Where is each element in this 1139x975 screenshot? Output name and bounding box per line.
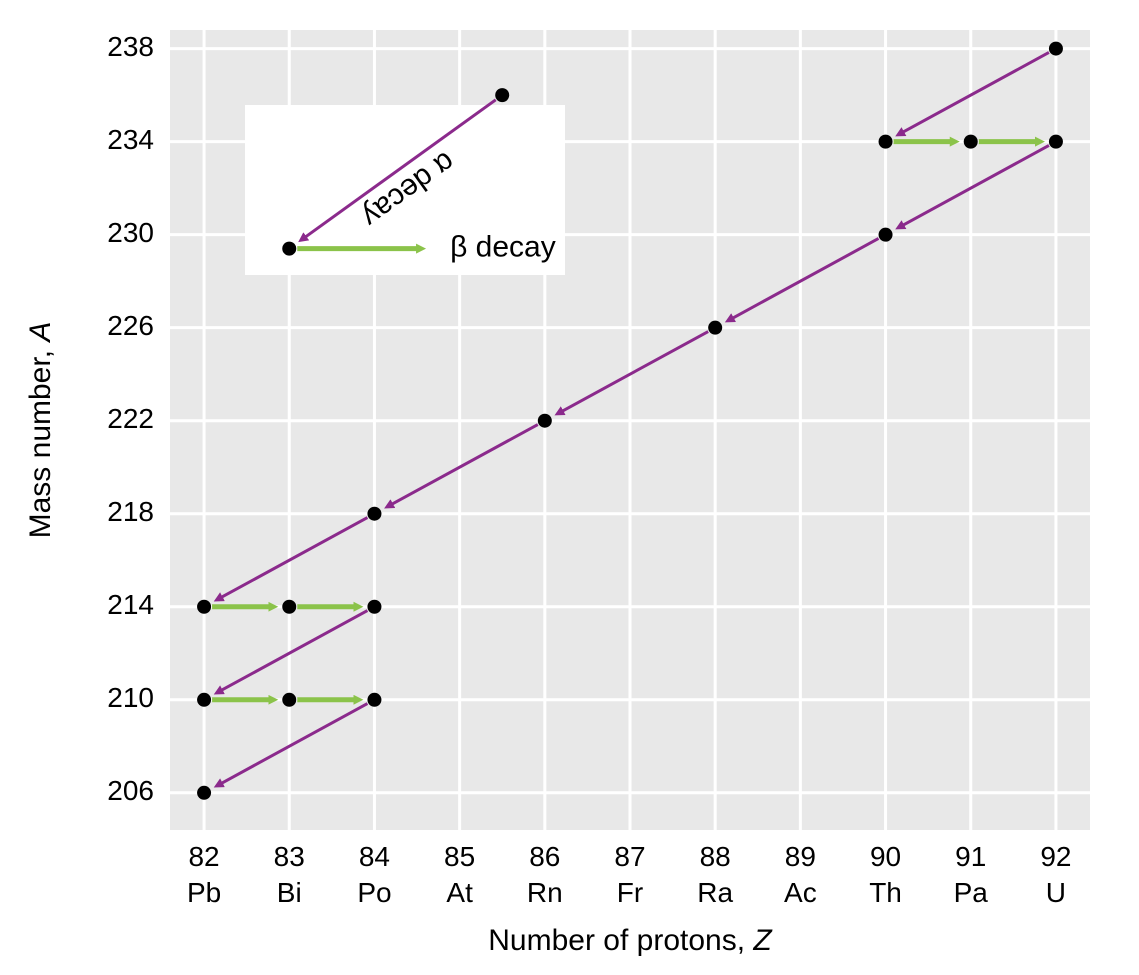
nuclide-z83-a210 <box>282 693 296 707</box>
y-tick-labels: 206 210 214 218 222 226 230 234 238 <box>107 31 154 806</box>
nuclide-z84-a214 <box>367 600 381 614</box>
x-tick-element: Th <box>869 877 902 908</box>
x-tick-number: 92 <box>1040 841 1071 872</box>
legend-beta-start-point <box>282 242 296 256</box>
x-tick-number: 83 <box>274 841 305 872</box>
x-tick-element: U <box>1046 877 1066 908</box>
x-axis-label: Number of protons, Z <box>488 924 773 957</box>
nuclide-z88-a226 <box>708 321 722 335</box>
x-tick-number: 88 <box>700 841 731 872</box>
nuclide-z91-a234 <box>964 135 978 149</box>
nuclide-z82-a206 <box>197 786 211 800</box>
x-tick-number: 82 <box>188 841 219 872</box>
legend: α decayβ decay <box>245 88 565 275</box>
x-tick-element: At <box>446 877 473 908</box>
x-axis-label-symbol: Z <box>752 924 773 957</box>
legend-beta-label: β decay <box>450 231 556 264</box>
x-tick-number: 85 <box>444 841 475 872</box>
legend-alpha-start-point <box>495 88 509 102</box>
y-tick-label: 206 <box>107 775 154 806</box>
y-tick-label: 210 <box>107 682 154 713</box>
nuclide-z92-a238 <box>1049 42 1063 56</box>
x-tick-element: Po <box>357 877 391 908</box>
x-tick-element: Bi <box>277 877 302 908</box>
x-tick-element: Fr <box>617 877 643 908</box>
y-tick-label: 214 <box>107 589 154 620</box>
nuclide-z90-a230 <box>879 228 893 242</box>
x-tick-element: Ra <box>697 877 733 908</box>
y-axis-label-text: Mass number, <box>24 342 57 539</box>
y-axis-label: Mass number, A <box>24 322 57 539</box>
x-tick-number: 86 <box>529 841 560 872</box>
nuclide-z90-a234 <box>879 135 893 149</box>
y-tick-label: 234 <box>107 124 154 155</box>
nuclide-z92-a234 <box>1049 135 1063 149</box>
y-axis-label-symbol: A <box>24 322 57 344</box>
x-tick-number: 91 <box>955 841 986 872</box>
y-tick-label: 226 <box>107 310 154 341</box>
nuclide-z84-a218 <box>367 507 381 521</box>
x-axis-label-text: Number of protons, <box>488 924 753 957</box>
nuclide-z82-a214 <box>197 600 211 614</box>
x-tick-element: Pa <box>954 877 989 908</box>
x-tick-element: Rn <box>527 877 563 908</box>
x-tick-number: 87 <box>614 841 645 872</box>
x-tick-element: Ac <box>784 877 817 908</box>
nuclide-z86-a222 <box>538 414 552 428</box>
x-tick-number: 89 <box>785 841 816 872</box>
y-tick-label: 222 <box>107 403 154 434</box>
y-tick-label: 230 <box>107 217 154 248</box>
y-tick-label: 218 <box>107 496 154 527</box>
x-tick-number: 90 <box>870 841 901 872</box>
x-tick-number: 84 <box>359 841 390 872</box>
y-tick-label: 238 <box>107 31 154 62</box>
decay-chart: 20621021421822222623023423882Pb83Bi84Po8… <box>0 0 1139 975</box>
nuclide-z83-a214 <box>282 600 296 614</box>
x-tick-element: Pb <box>187 877 221 908</box>
nuclide-z82-a210 <box>197 693 211 707</box>
x-tick-labels: 82 Pb 83 Bi 84 Po 85 At 86 Rn 87 Fr 88 Ra 89 Ac 90 Th 91 Pa… <box>187 841 1072 908</box>
nuclide-z84-a210 <box>367 693 381 707</box>
